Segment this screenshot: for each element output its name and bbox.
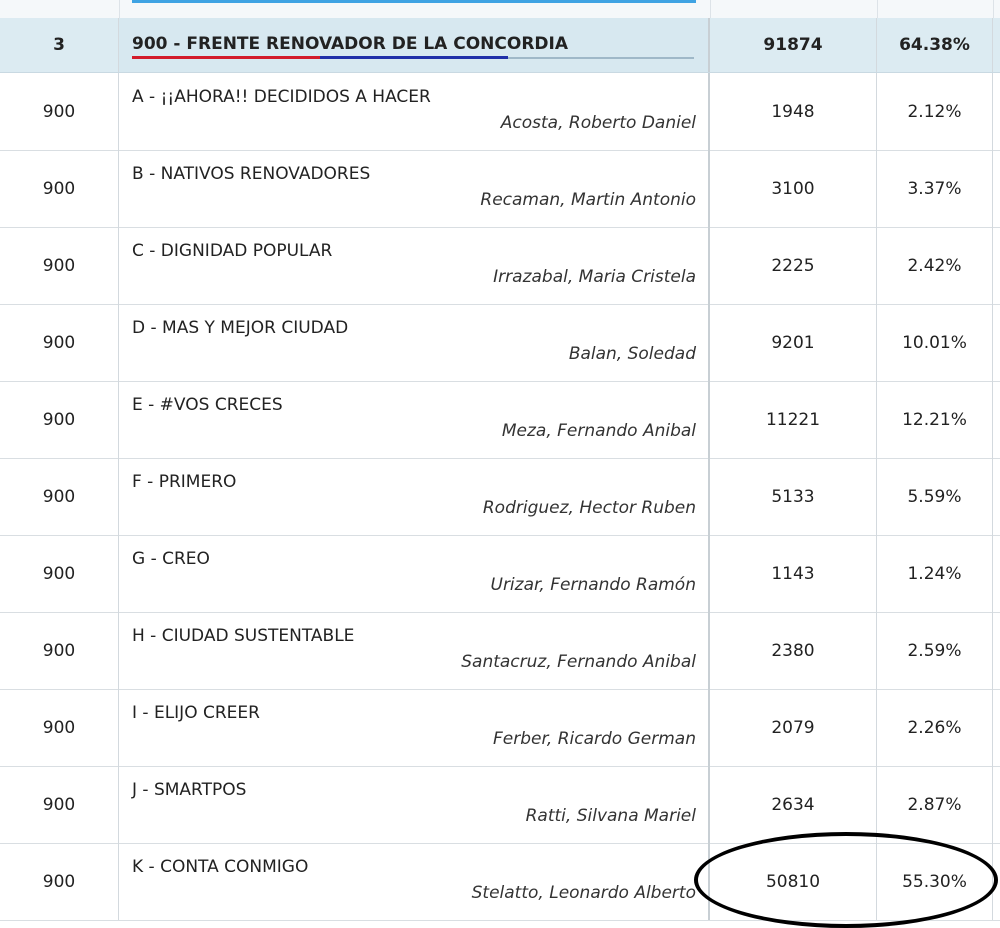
list-votes: 1143 xyxy=(710,535,877,612)
candidate-name: Stelatto, Leonardo Alberto xyxy=(471,883,696,903)
candidate-name: Irrazabal, Maria Cristela xyxy=(493,267,696,287)
list-name-cell: J - SMARTPOS Ratti, Silvana Mariel xyxy=(119,766,710,843)
list-row[interactable]: 900 K - CONTA CONMIGO Stelatto, Leonardo A… xyxy=(0,843,1000,921)
candidate-name: Balan, Soledad xyxy=(568,344,696,364)
list-votes: 1948 xyxy=(710,73,877,150)
candidate-name: Ratti, Silvana Mariel xyxy=(525,806,696,826)
list-number: 900 xyxy=(0,843,119,920)
list-number: 900 xyxy=(0,304,119,381)
list-number: 900 xyxy=(0,73,119,150)
list-row[interactable]: 900 B - NATIVOS RENOVADORES Recaman, Marti… xyxy=(0,150,1000,228)
list-name-cell: A - ¡¡AHORA!! DECIDIDOS A HACER Acosta, R… xyxy=(119,73,710,150)
list-row[interactable]: 900 I - ELIJO CREER Ferber, Ricardo German… xyxy=(0,689,1000,767)
list-number: 900 xyxy=(0,689,119,766)
list-number: 900 xyxy=(0,535,119,612)
list-percent: 2.42% xyxy=(877,227,993,304)
list-number: 900 xyxy=(0,381,119,458)
list-number: 900 xyxy=(0,612,119,689)
list-number: 900 xyxy=(0,227,119,304)
list-row[interactable]: 900 F - PRIMERO Rodriguez, Hector Ruben 513… xyxy=(0,458,1000,536)
list-percent: 2.59% xyxy=(877,612,993,689)
party-underline-gray xyxy=(508,57,694,59)
list-name: B - NATIVOS RENOVADORES xyxy=(132,164,371,184)
header-accent-line xyxy=(132,0,696,3)
list-name-cell: E - #VOS CRECES Meza, Fernando Anibal xyxy=(119,381,710,458)
party-row[interactable]: 3 900 - FRENTE RENOVADOR DE LA CONCORDIA… xyxy=(0,18,1000,73)
list-number: 900 xyxy=(0,150,119,227)
candidate-name: Meza, Fernando Anibal xyxy=(501,421,696,441)
list-row[interactable]: 900 G - CREO Urizar, Fernando Ramón 1143 1.2… xyxy=(0,535,1000,613)
list-name: E - #VOS CRECES xyxy=(132,395,283,415)
list-votes: 50810 xyxy=(710,843,877,920)
list-name: F - PRIMERO xyxy=(132,472,237,492)
candidate-name: Urizar, Fernando Ramón xyxy=(490,575,697,595)
list-percent: 2.12% xyxy=(877,73,993,150)
list-name-cell: B - NATIVOS RENOVADORES Recaman, Martin A… xyxy=(119,150,710,227)
list-name: D - MAS Y MEJOR CIUDAD xyxy=(132,318,349,338)
list-name: I - ELIJO CREER xyxy=(132,703,260,723)
candidate-name: Rodriguez, Hector Ruben xyxy=(482,498,696,518)
list-row[interactable]: 900 E - #VOS CRECES Meza, Fernando Anibal 1… xyxy=(0,381,1000,459)
list-name-cell: I - ELIJO CREER Ferber, Ricardo German xyxy=(119,689,710,766)
list-votes: 2380 xyxy=(710,612,877,689)
list-name-cell: K - CONTA CONMIGO Stelatto, Leonardo Albe… xyxy=(119,843,710,920)
list-name: J - SMARTPOS xyxy=(132,780,247,800)
list-votes: 9201 xyxy=(710,304,877,381)
list-row[interactable]: 900 C - DIGNIDAD POPULAR Irrazabal, Maria … xyxy=(0,227,1000,305)
candidate-name: Acosta, Roberto Daniel xyxy=(500,113,696,133)
list-name: G - CREO xyxy=(132,549,210,569)
list-percent: 1.24% xyxy=(877,535,993,612)
list-votes: 5133 xyxy=(710,458,877,535)
party-number: 3 xyxy=(0,18,119,72)
party-underline-blue xyxy=(320,56,508,59)
list-row[interactable]: 900 J - SMARTPOS Ratti, Silvana Mariel 2634… xyxy=(0,766,1000,844)
list-number: 900 xyxy=(0,766,119,843)
list-percent: 2.87% xyxy=(877,766,993,843)
list-number: 900 xyxy=(0,458,119,535)
list-votes: 2079 xyxy=(710,689,877,766)
list-percent: 10.01% xyxy=(877,304,993,381)
list-votes: 2634 xyxy=(710,766,877,843)
list-name-cell: G - CREO Urizar, Fernando Ramón xyxy=(119,535,710,612)
party-title: 900 - FRENTE RENOVADOR DE LA CONCORDIA xyxy=(132,34,569,54)
list-row[interactable]: 900 D - MAS Y MEJOR CIUDAD Balan, Soledad 9… xyxy=(0,304,1000,382)
list-percent: 5.59% xyxy=(877,458,993,535)
list-row[interactable]: 900 A - ¡¡AHORA!! DECIDIDOS A HACER Acosta… xyxy=(0,73,1000,151)
list-percent: 55.30% xyxy=(877,843,993,920)
list-name-cell: F - PRIMERO Rodriguez, Hector Ruben xyxy=(119,458,710,535)
list-name: H - CIUDAD SUSTENTABLE xyxy=(132,626,355,646)
table-header-strip xyxy=(0,0,1000,18)
party-underline-red xyxy=(132,56,320,59)
list-name: C - DIGNIDAD POPULAR xyxy=(132,241,333,261)
list-name: K - CONTA CONMIGO xyxy=(132,857,309,877)
list-percent: 12.21% xyxy=(877,381,993,458)
party-percent: 64.38% xyxy=(877,18,993,72)
list-votes: 2225 xyxy=(710,227,877,304)
list-percent: 2.26% xyxy=(877,689,993,766)
list-votes: 11221 xyxy=(710,381,877,458)
candidate-name: Ferber, Ricardo German xyxy=(493,729,696,749)
list-percent: 3.37% xyxy=(877,150,993,227)
list-votes: 3100 xyxy=(710,150,877,227)
list-name-cell: D - MAS Y MEJOR CIUDAD Balan, Soledad xyxy=(119,304,710,381)
list-row[interactable]: 900 H - CIUDAD SUSTENTABLE Santacruz, Fern… xyxy=(0,612,1000,690)
candidate-name: Santacruz, Fernando Anibal xyxy=(461,652,696,672)
party-name-cell: 900 - FRENTE RENOVADOR DE LA CONCORDIA xyxy=(119,18,710,72)
candidate-name: Recaman, Martin Antonio xyxy=(480,190,696,210)
list-name-cell: C - DIGNIDAD POPULAR Irrazabal, Maria Cri… xyxy=(119,227,710,304)
list-name-cell: H - CIUDAD SUSTENTABLE Santacruz, Fernand… xyxy=(119,612,710,689)
list-name: A - ¡¡AHORA!! DECIDIDOS A HACER xyxy=(132,87,431,107)
party-votes: 91874 xyxy=(710,18,877,72)
